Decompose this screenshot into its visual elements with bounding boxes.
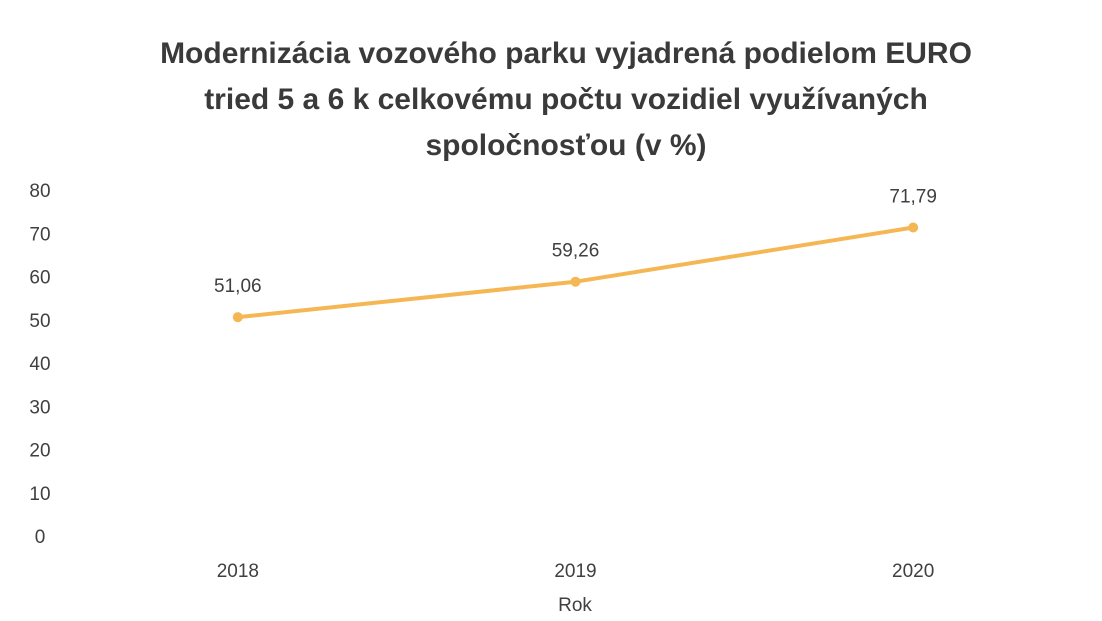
x-tick-label: 2019 bbox=[554, 561, 596, 582]
y-tick-label: 10 bbox=[29, 484, 50, 505]
data-label: 71,79 bbox=[889, 187, 937, 208]
chart-title: spoločnosťou (v %) bbox=[425, 129, 706, 162]
x-axis-label: Rok bbox=[558, 595, 592, 616]
y-tick-label: 70 bbox=[29, 224, 50, 245]
y-tick-label: 0 bbox=[35, 527, 46, 548]
data-label: 59,26 bbox=[552, 241, 600, 262]
data-label: 51,06 bbox=[214, 276, 262, 297]
y-tick-label: 40 bbox=[29, 354, 50, 375]
y-tick-label: 60 bbox=[29, 268, 50, 289]
y-tick-label: 30 bbox=[29, 397, 50, 418]
chart-title: Modernizácia vozového parku vyjadrená po… bbox=[160, 37, 972, 70]
point bbox=[232, 312, 243, 323]
y-tick-label: 20 bbox=[29, 441, 50, 462]
y-tick-label: 50 bbox=[29, 311, 50, 332]
point bbox=[570, 276, 581, 287]
point bbox=[908, 222, 919, 233]
y-tick-label: 80 bbox=[29, 181, 50, 202]
x-tick-label: 2020 bbox=[892, 561, 934, 582]
x-tick-label: 2018 bbox=[217, 561, 259, 582]
chart-title: tried 5 a 6 k celkovému počtu vozidiel v… bbox=[204, 83, 928, 116]
